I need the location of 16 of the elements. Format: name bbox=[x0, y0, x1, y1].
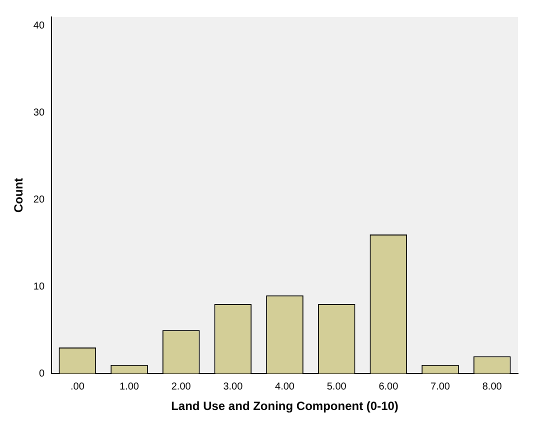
x-tick-label: 2.00 bbox=[171, 381, 192, 392]
x-axis-title: Land Use and Zoning Component (0-10) bbox=[171, 399, 398, 414]
x-tick-label: 7.00 bbox=[430, 381, 450, 392]
x-tick-label: 5.00 bbox=[326, 381, 347, 392]
y-tick-label: 20 bbox=[33, 194, 45, 206]
y-tick-label: 10 bbox=[33, 281, 45, 292]
x-tick-label: 3.00 bbox=[223, 381, 244, 392]
x-tick-label: 8.00 bbox=[482, 381, 502, 392]
x-tick-label: 4.00 bbox=[275, 381, 295, 392]
y-tick-label: 0 bbox=[38, 368, 45, 380]
y-tick-label: 40 bbox=[33, 20, 45, 32]
y-axis-title: Count bbox=[12, 178, 26, 213]
y-tick-label: 30 bbox=[33, 107, 45, 118]
x-tick-label: .00 bbox=[70, 381, 85, 392]
x-tick-label: 6.00 bbox=[378, 381, 399, 392]
x-tick-label: 1.00 bbox=[120, 381, 140, 392]
